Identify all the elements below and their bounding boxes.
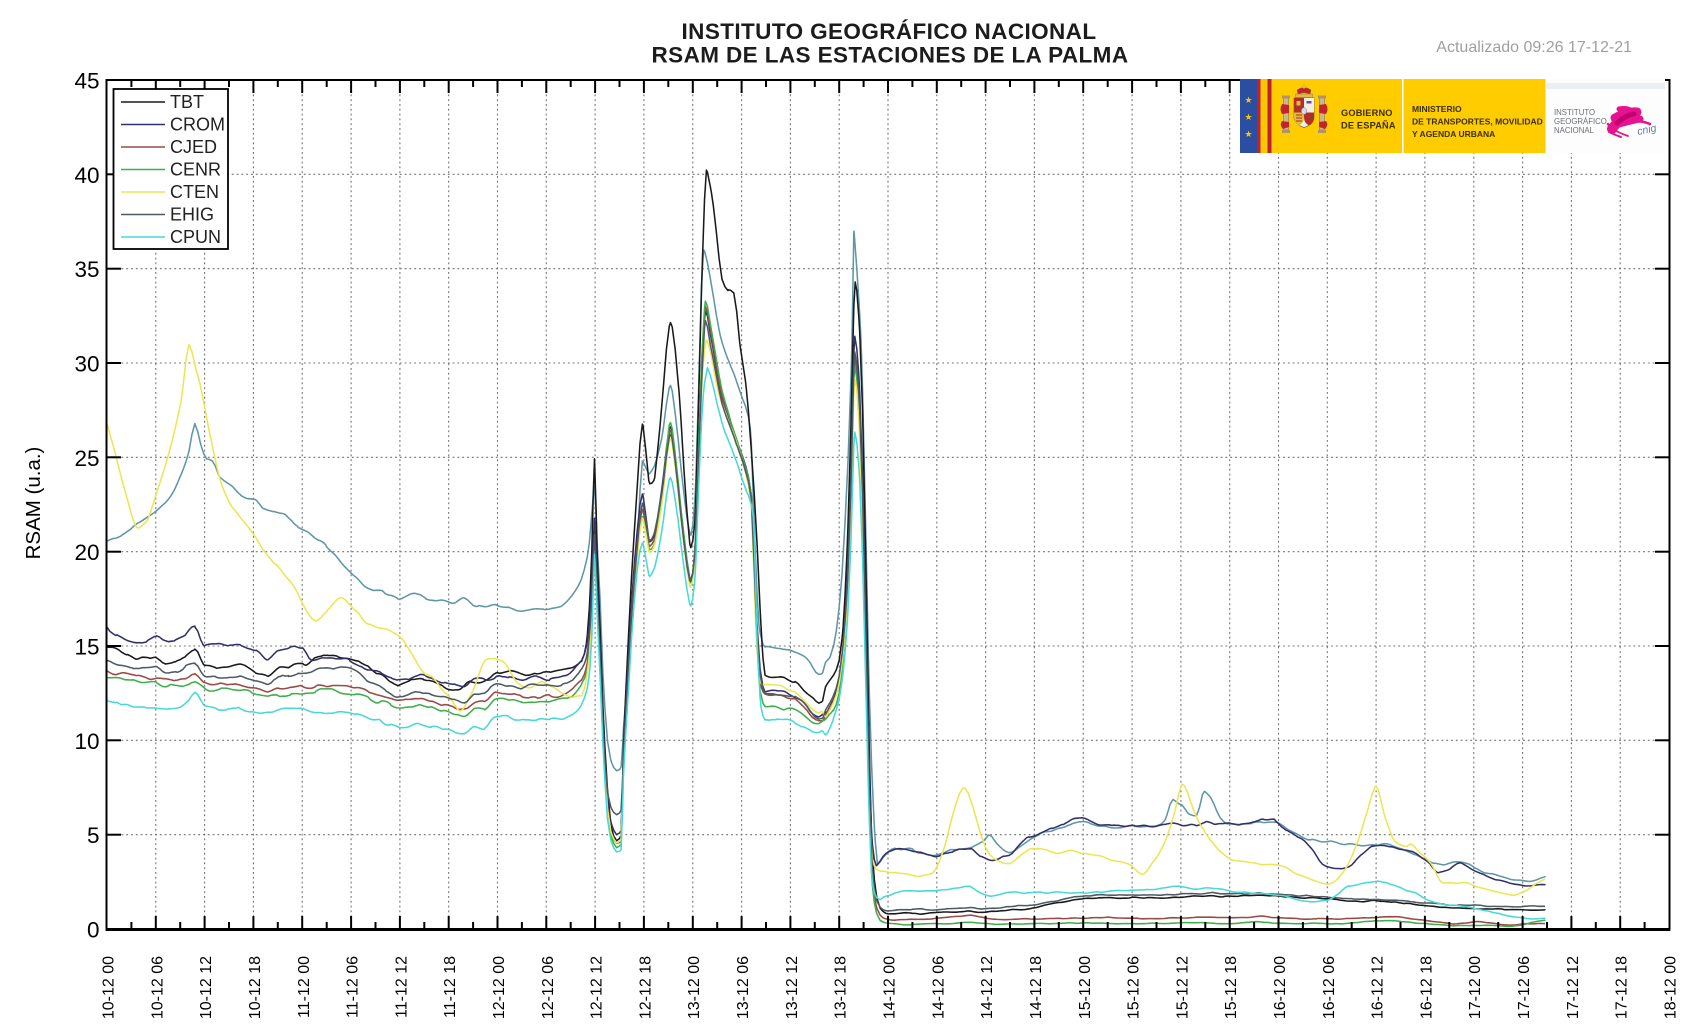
svg-text:45: 45 xyxy=(74,69,99,94)
svg-text:NACIONAL: NACIONAL xyxy=(1554,126,1595,135)
svg-text:MINISTERIO: MINISTERIO xyxy=(1412,104,1462,114)
svg-text:★: ★ xyxy=(1244,129,1252,139)
svg-text:30: 30 xyxy=(74,352,99,377)
svg-text:17-12 00: 17-12 00 xyxy=(1467,956,1484,1019)
svg-text:12-12 18: 12-12 18 xyxy=(637,956,654,1019)
svg-text:Y AGENDA URBANA: Y AGENDA URBANA xyxy=(1412,129,1495,139)
svg-text:cnig: cnig xyxy=(1636,122,1657,138)
svg-text:16-12 18: 16-12 18 xyxy=(1418,956,1435,1019)
svg-text:CTEN: CTEN xyxy=(170,182,219,202)
svg-text:15-12 06: 15-12 06 xyxy=(1126,956,1143,1019)
svg-text:10-12 18: 10-12 18 xyxy=(247,956,264,1019)
svg-text:15-12 12: 15-12 12 xyxy=(1174,956,1191,1019)
svg-text:★: ★ xyxy=(1244,112,1252,122)
svg-text:DE ESPAÑA: DE ESPAÑA xyxy=(1341,121,1396,131)
svg-text:15: 15 xyxy=(74,635,99,660)
svg-text:17-12 06: 17-12 06 xyxy=(1516,956,1533,1019)
svg-text:12-12 12: 12-12 12 xyxy=(589,956,606,1019)
svg-text:14-12 12: 14-12 12 xyxy=(979,956,996,1019)
svg-text:CJED: CJED xyxy=(170,137,217,157)
svg-text:INSTITUTO GEOGRÁFICO NACIONAL: INSTITUTO GEOGRÁFICO NACIONAL xyxy=(682,19,1097,44)
svg-text:DE TRANSPORTES, MOVILIDAD: DE TRANSPORTES, MOVILIDAD xyxy=(1412,117,1543,127)
svg-text:RSAM (u.a.): RSAM (u.a.) xyxy=(22,447,45,560)
svg-text:40: 40 xyxy=(74,163,99,188)
svg-text:35: 35 xyxy=(74,257,99,282)
svg-text:13-12 00: 13-12 00 xyxy=(686,956,703,1019)
svg-text:16-12 00: 16-12 00 xyxy=(1272,956,1289,1019)
svg-text:13-12 12: 13-12 12 xyxy=(784,956,801,1019)
svg-text:10: 10 xyxy=(74,729,99,754)
svg-text:12-12 06: 12-12 06 xyxy=(540,956,557,1019)
svg-text:15-12 18: 15-12 18 xyxy=(1223,956,1240,1019)
svg-text:20: 20 xyxy=(74,540,99,565)
svg-text:TBT: TBT xyxy=(170,92,204,112)
svg-text:CENR: CENR xyxy=(170,160,221,180)
svg-text:EHIG: EHIG xyxy=(170,205,214,225)
svg-text:11-12 12: 11-12 12 xyxy=(393,956,410,1018)
svg-text:17-12 18: 17-12 18 xyxy=(1614,956,1631,1019)
svg-text:GOBIERNO: GOBIERNO xyxy=(1341,108,1393,118)
svg-text:16-12 06: 16-12 06 xyxy=(1321,956,1338,1019)
svg-text:11-12 18: 11-12 18 xyxy=(442,956,459,1018)
svg-text:RSAM DE LAS ESTACIONES DE LA P: RSAM DE LAS ESTACIONES DE LA PALMA xyxy=(652,43,1129,68)
svg-text:14-12 06: 14-12 06 xyxy=(930,956,947,1019)
svg-text:25: 25 xyxy=(74,446,99,471)
svg-text:10-12 06: 10-12 06 xyxy=(149,956,166,1019)
svg-text:15-12 00: 15-12 00 xyxy=(1077,956,1094,1019)
svg-text:11-12 00: 11-12 00 xyxy=(296,956,313,1018)
svg-text:14-12 18: 14-12 18 xyxy=(1028,956,1045,1019)
svg-text:0: 0 xyxy=(87,918,100,943)
svg-text:GEOGRÁFICO: GEOGRÁFICO xyxy=(1554,117,1607,126)
svg-text:10-12 00: 10-12 00 xyxy=(101,956,118,1019)
svg-text:16-12 12: 16-12 12 xyxy=(1370,956,1387,1019)
svg-text:CROM: CROM xyxy=(170,115,225,135)
svg-text:10-12 12: 10-12 12 xyxy=(198,956,215,1019)
svg-text:11-12 06: 11-12 06 xyxy=(345,956,362,1018)
svg-text:13-12 06: 13-12 06 xyxy=(735,956,752,1019)
svg-text:★: ★ xyxy=(1244,95,1252,105)
svg-text:CPUN: CPUN xyxy=(170,227,221,247)
svg-text:5: 5 xyxy=(87,823,100,848)
svg-text:12-12 00: 12-12 00 xyxy=(491,956,508,1019)
svg-text:Actualizado 09:26 17-12-21: Actualizado 09:26 17-12-21 xyxy=(1436,39,1632,56)
svg-text:18-12 00: 18-12 00 xyxy=(1663,956,1680,1019)
svg-text:14-12 00: 14-12 00 xyxy=(882,956,899,1019)
svg-text:17-12 12: 17-12 12 xyxy=(1565,956,1582,1019)
svg-text:INSTITUTO: INSTITUTO xyxy=(1554,108,1595,117)
svg-text:13-12 18: 13-12 18 xyxy=(833,956,850,1019)
